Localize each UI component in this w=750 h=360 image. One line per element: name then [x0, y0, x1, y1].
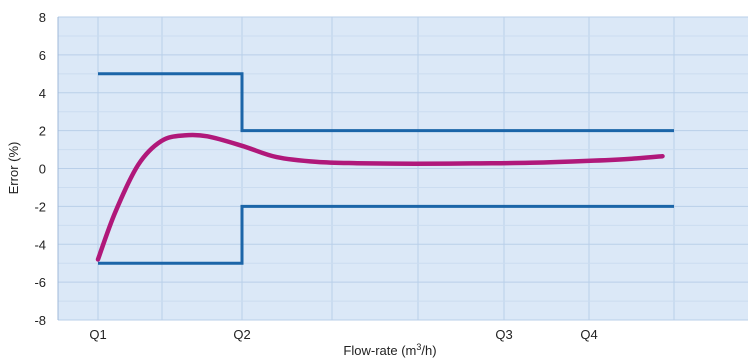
y-tick-label: -6 [34, 275, 46, 290]
x-axis-title: Flow-rate (m3/h) [343, 342, 436, 358]
y-tick-label: -4 [34, 237, 46, 252]
x-tick-label: Q1 [89, 327, 106, 342]
y-axis-title: Error (%) [6, 142, 21, 195]
x-tick-label: Q3 [495, 327, 512, 342]
y-tick-label: 6 [39, 48, 46, 63]
x-tick-label: Q4 [580, 327, 597, 342]
y-tick-label: 8 [39, 10, 46, 25]
y-tick-label: 0 [39, 162, 46, 177]
y-tick-labels: 8 6 4 2 0 -2 -4 -6 -8 [34, 10, 46, 328]
x-axis-title-end: /h) [421, 343, 436, 358]
y-tick-label: -2 [34, 199, 46, 214]
x-axis-title-base: Flow-rate (m [343, 343, 416, 358]
x-tick-label: Q2 [233, 327, 250, 342]
y-tick-label: -8 [34, 313, 46, 328]
x-tick-labels: Q1 Q2 Q3 Q4 [89, 327, 597, 342]
y-tick-label: 4 [39, 86, 46, 101]
y-tick-label: 2 [39, 124, 46, 139]
